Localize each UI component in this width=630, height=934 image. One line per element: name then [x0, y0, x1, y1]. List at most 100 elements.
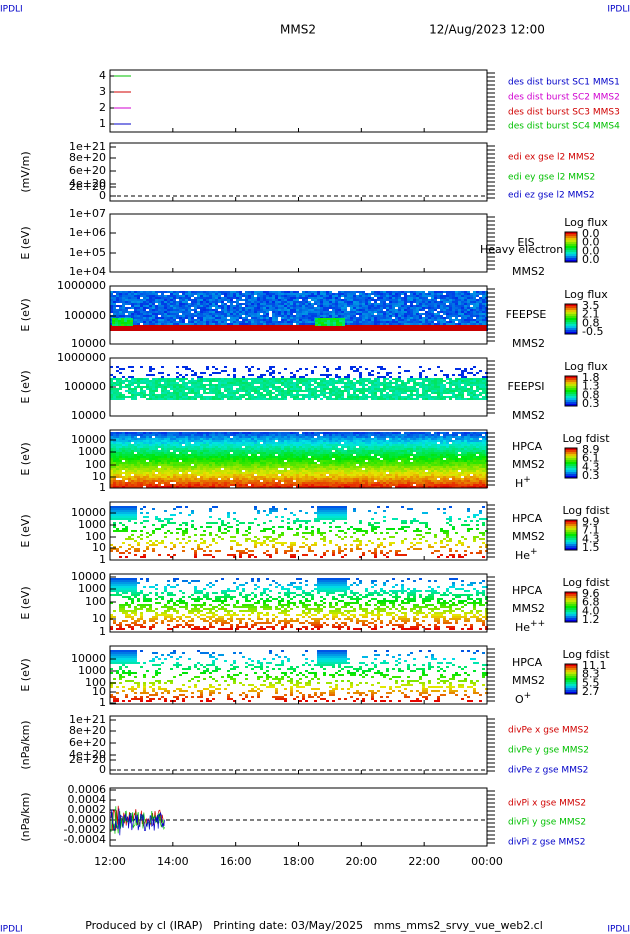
spectrogram-cell [122, 438, 125, 440]
spectrogram-cell [197, 319, 200, 321]
spectrogram-cell [308, 311, 311, 313]
spectrogram-cell [152, 321, 155, 323]
spectrogram-cell [437, 386, 440, 388]
spectrogram-cell [188, 295, 191, 297]
colorbar-tick-label: 0.0 [582, 244, 600, 257]
spectrogram-cell [191, 313, 194, 315]
spectrogram-cell [356, 432, 359, 434]
spectrogram-cell [212, 434, 215, 436]
spectrogram-cell [380, 388, 383, 390]
spectrogram-cell [221, 436, 224, 438]
spectrogram-cell [206, 299, 209, 301]
spectrogram-cell [164, 384, 167, 386]
spectrogram-cell [350, 396, 353, 398]
spectrogram-cell [318, 324, 321, 326]
spectrogram-cell [410, 309, 413, 311]
spectrogram-cell [389, 444, 392, 446]
spectrogram-cell [266, 319, 269, 321]
spectrogram-cell [362, 442, 365, 444]
spectrogram-cell [122, 394, 125, 396]
spectrogram-cell [179, 319, 182, 321]
spectrogram-cell [266, 303, 269, 305]
spectrogram-cell [377, 444, 380, 446]
spectrogram-cell [161, 388, 164, 390]
spectrogram-cell [374, 438, 377, 440]
spectrogram-cell [461, 392, 464, 394]
spectrogram-cell [152, 440, 155, 442]
spectrogram-cell [335, 382, 338, 384]
spectrogram-cell [281, 380, 284, 382]
note: Heavy electron to [480, 243, 578, 256]
spectrogram-cell [437, 313, 440, 315]
spectrogram-cell [371, 388, 374, 390]
spectrogram-cell [176, 301, 179, 303]
spectrogram-cell [317, 295, 320, 297]
spectrogram-cell [224, 323, 227, 325]
series-label: des dist burst SC1 MMS1 [508, 78, 620, 88]
spectrogram-cell [281, 311, 284, 313]
y-tick-label: 1000000 [57, 351, 106, 364]
spectrogram-cell [419, 299, 422, 301]
spectrogram-cell [455, 442, 458, 444]
spectrogram-cell [314, 299, 317, 301]
spectrogram-cell [326, 295, 329, 297]
spectrogram-cell [374, 303, 377, 305]
spectrogram-cell [266, 442, 269, 444]
spectrogram-cell [200, 299, 203, 301]
spectrogram-cell [449, 307, 452, 309]
spectrogram-cell [224, 309, 227, 311]
spectrogram-cell [437, 315, 440, 317]
spectrogram-cell [386, 317, 389, 319]
spectrogram-cell [179, 295, 182, 297]
spectrogram-cell [377, 295, 380, 297]
spectrogram-cell [131, 295, 134, 297]
spectrogram-cell [248, 307, 251, 309]
spectrogram-cell [248, 311, 251, 313]
spectrogram-cell [407, 398, 410, 400]
spectrogram-cell [359, 384, 362, 386]
spectrogram-cell [335, 442, 338, 444]
spectrogram-cell [200, 301, 203, 303]
spectrogram-cell [251, 382, 254, 384]
spectrogram-cell [398, 313, 401, 315]
spectrogram-cell [266, 313, 269, 315]
spectrogram-cell [339, 324, 342, 326]
spectrogram-cell [353, 299, 356, 301]
spectrogram-cell [194, 319, 197, 321]
spectrogram-cell [146, 444, 149, 446]
spectrogram-cell [455, 378, 458, 380]
spectrogram-cell [347, 384, 350, 386]
spectrogram-cell [305, 384, 308, 386]
spectrogram-cell [158, 384, 161, 386]
spectrogram-cell [407, 378, 410, 380]
spectrogram-cell [329, 378, 332, 380]
spectrogram-cell [362, 434, 365, 436]
spectrogram-cell [143, 438, 146, 440]
spectrogram-cell [221, 311, 224, 313]
spectrogram-cell [455, 394, 458, 396]
spectrogram-cell [296, 398, 299, 400]
spectrogram-cell [119, 396, 122, 398]
spectrogram-cell [236, 388, 239, 390]
spectrogram-cell [299, 434, 302, 436]
spectrogram-cell [458, 392, 461, 394]
spectrogram-cell [272, 321, 275, 323]
spectrogram-cell [245, 301, 248, 303]
spectrogram-cell [413, 295, 416, 297]
spectrogram-cell [356, 442, 359, 444]
spectrogram-cell [113, 299, 116, 301]
spectrogram-cell [407, 301, 410, 303]
spectrogram-cell [323, 386, 326, 388]
spectrogram-cell [335, 388, 338, 390]
spectrogram-cell [305, 309, 308, 311]
spectrogram-cell [188, 319, 191, 321]
spectrogram-cell [449, 299, 452, 301]
spectrogram-cell [344, 297, 347, 299]
spectrogram-cell [161, 436, 164, 438]
spectrogram-cell [434, 382, 437, 384]
colorbar-frame [564, 303, 578, 335]
spectrogram-cell [143, 442, 146, 444]
spectrogram-cell [443, 396, 446, 398]
spectrogram-cell [350, 317, 353, 319]
spectrogram-cell [419, 309, 422, 311]
